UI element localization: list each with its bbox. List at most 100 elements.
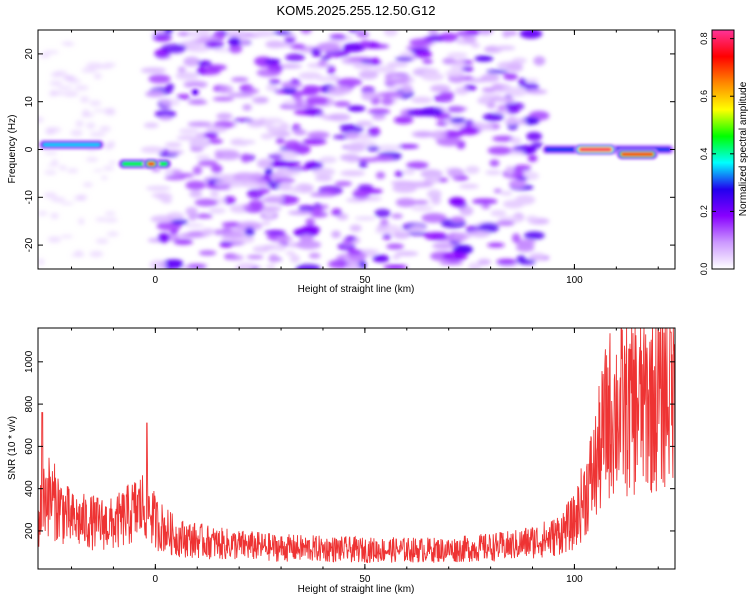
heatmap-noise-blob [329, 34, 347, 40]
heatmap-noise-blob [513, 164, 532, 172]
heatmap-noise-blob [165, 259, 183, 266]
heatmap-noise-blob [67, 168, 79, 174]
heatmap-noise-blob [383, 30, 398, 37]
heatmap-noise-blob [278, 181, 292, 192]
heatmap-noise-blob [424, 232, 448, 241]
heatmap-noise-blob [44, 170, 57, 175]
colorbar: 0.0 0.2 0.4 0.6 0.8 Normalized spectral ampl… [699, 29, 749, 275]
heatmap-noise-blob [47, 236, 62, 243]
heatmap-noise-blob [232, 172, 257, 182]
heatmap-noise-blob [300, 30, 312, 34]
heatmap-noise-blob [156, 192, 173, 201]
heatmap-noise-blob [275, 138, 285, 144]
heatmap-noise-blob [468, 262, 482, 269]
heatmap-noise-blob [526, 131, 543, 141]
heatmap-noise-blob [164, 142, 182, 148]
colorbar-tick-label: 0.6 [699, 90, 709, 103]
heatmap-noise-blob [493, 188, 502, 193]
heatmap-noise-blob [358, 70, 379, 80]
snr-series-line [38, 328, 675, 564]
heatmap-noise-blob [442, 57, 456, 65]
heatmap-feature [147, 161, 155, 166]
heatmap-noise-blob [459, 205, 474, 216]
heatmap-noise-blob [106, 231, 119, 237]
heatmap-noise-blob [403, 169, 416, 175]
heatmap-features [38, 86, 675, 170]
heatmap-noise-blob [45, 129, 56, 136]
heatmap-noise-blob [86, 62, 102, 70]
heatmap-noise-blob [257, 188, 270, 194]
heatmap-noise-blob [50, 72, 61, 78]
heatmap-noise-blob [241, 179, 259, 188]
heatmap-noise-blob [305, 96, 329, 105]
heatmap-feature [621, 152, 654, 157]
heatmap-noise-blob [485, 170, 502, 176]
heatmap-noise-blob [269, 42, 294, 48]
heatmap-noise-blob [421, 212, 447, 223]
heatmap-noise-blob [431, 130, 448, 140]
heatmap-noise-blob [256, 68, 281, 77]
heatmap-noise-blob [49, 80, 63, 87]
heatmap-noise-blob [143, 122, 159, 129]
heatmap-noise-blob [485, 69, 509, 74]
heatmap-noise-blob [204, 40, 225, 49]
heatmap-noise-blob [310, 192, 334, 198]
heatmap-noise-blob [300, 225, 321, 235]
colorbar-label: Normalized spectral amplitude [738, 81, 749, 216]
heatmap-noise-blob [219, 230, 243, 237]
heatmap-noise-blob [391, 213, 403, 219]
heatmap-noise-blob [496, 220, 515, 226]
heatmap-noise-blob [307, 131, 330, 139]
heatmap-noise-blob [207, 138, 223, 144]
heatmap-noise-blob [374, 92, 396, 97]
heatmap-noise-blob [286, 166, 310, 171]
heatmap-noise-blob [504, 86, 528, 97]
heatmap-noise-blob [394, 57, 414, 62]
heatmap-noise-blob [189, 138, 210, 149]
heatmap-noise-blob [185, 180, 206, 191]
heatmap-noise-blob [285, 53, 306, 62]
heatmap-noise-blob [409, 38, 433, 47]
heatmap-noise-blob [412, 200, 429, 205]
heatmap-noise-blob [486, 102, 496, 109]
heatmap-noise-blob [102, 165, 115, 171]
heatmap-noise-blob [268, 79, 281, 85]
heatmap-noise-blob [254, 56, 273, 67]
heatmap-noise-blob [38, 116, 44, 123]
heatmap-noise-blob [233, 118, 253, 123]
heatmap-noise-blob [263, 210, 275, 218]
heatmap-noise-blob [264, 230, 286, 235]
heatmap-noise-blob [246, 255, 264, 260]
heatmap-noise-blob [197, 60, 212, 67]
heatmap-noise-blob [347, 105, 366, 112]
heatmap-noise-blob [439, 261, 464, 266]
heatmap-noise-blob [240, 39, 250, 46]
heatmap-noise-blob [502, 199, 525, 209]
heatmap-noise-blob [108, 160, 117, 165]
heatmap-noise-blob [481, 204, 491, 210]
heatmap-noise-blob [501, 30, 511, 38]
heatmap-noise-blob [439, 91, 455, 99]
heatmap-noise-blob [263, 117, 284, 125]
heatmap-noise-blob [157, 232, 170, 243]
heatmap-noise-blob [186, 263, 208, 269]
heatmap-noise-blob [65, 76, 77, 81]
heatmap-noise-blob [165, 83, 175, 91]
heatmap-noise-blob [290, 78, 300, 84]
heatmap-noise-blob [285, 145, 306, 153]
heatmap-noise-blob [497, 104, 507, 112]
heatmap-noise-blob [356, 133, 373, 140]
heatmap-noise-blob [464, 36, 477, 44]
heatmap-noise-blob [503, 73, 518, 81]
heatmap-noise-blob [244, 227, 255, 237]
heatmap-noise-blob [38, 211, 48, 216]
heatmap-noise-blob [500, 191, 513, 196]
heatmap-noise-blob [185, 206, 198, 216]
heatmap-noise-blob [93, 73, 102, 80]
heatmap-noise-blob [105, 107, 115, 113]
heatmap-noise-blob [171, 219, 189, 225]
snr-xlabel: Height of straight line (km) [298, 584, 415, 595]
heatmap-noise-blob [216, 150, 241, 161]
heatmap-noise-blob [317, 60, 328, 67]
heatmap-noise-blob [99, 125, 111, 132]
